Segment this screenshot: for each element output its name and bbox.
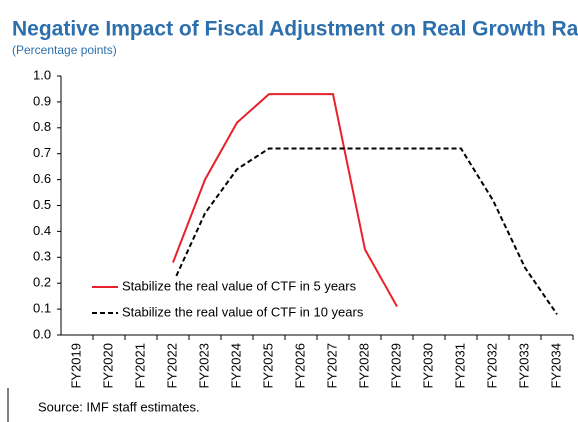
- y-tick-label: 0.4: [33, 223, 51, 238]
- y-tick-label: 0.8: [33, 119, 51, 134]
- x-tick-label: FY2019: [68, 343, 83, 389]
- y-tick-label: 0.3: [33, 249, 51, 264]
- source-note: Source: IMF staff estimates.: [38, 399, 200, 414]
- x-tick-label: FY2028: [356, 343, 371, 389]
- y-tick-label: 0.7: [33, 145, 51, 160]
- legend-bg: [120, 278, 361, 296]
- y-tick-label: 0.9: [33, 93, 51, 108]
- x-tick-label: FY2021: [132, 343, 147, 389]
- x-tick-label: FY2020: [100, 343, 115, 389]
- series-line: [172, 93, 398, 307]
- y-tick-label: 0.1: [33, 301, 51, 316]
- y-tick-label: 0.6: [33, 171, 51, 186]
- x-tick-label: FY2031: [452, 343, 467, 389]
- x-tick-label: FY2032: [484, 343, 499, 389]
- y-tick-label: 0.5: [33, 197, 51, 212]
- x-tick-label: FY2029: [388, 343, 403, 389]
- y-tick-label: 0.0: [33, 326, 51, 341]
- x-tick-label: FY2033: [516, 343, 531, 389]
- x-tick-label: FY2023: [196, 343, 211, 389]
- y-tick-label: 0.2: [33, 275, 51, 290]
- legend-label: Stabilize the real value of CTF in 5 yea…: [122, 278, 357, 293]
- x-tick-label: FY2025: [260, 343, 275, 389]
- x-tick-label: FY2027: [324, 343, 339, 389]
- x-tick-label: FY2034: [548, 343, 563, 389]
- x-tick-label: FY2022: [164, 343, 179, 389]
- legend-label: Stabilize the real value of CTF in 10 ye…: [122, 304, 364, 319]
- y-tick-label: 1.0: [33, 67, 51, 82]
- series-line: [172, 147, 558, 315]
- x-tick-label: FY2030: [420, 343, 435, 389]
- x-tick-label: FY2024: [228, 343, 243, 389]
- x-tick-label: FY2026: [292, 343, 307, 389]
- chart-title: Negative Impact of Fiscal Adjustment on …: [12, 18, 578, 41]
- legend-bg: [120, 304, 368, 322]
- chart-subtitle: (Percentage points): [12, 43, 117, 57]
